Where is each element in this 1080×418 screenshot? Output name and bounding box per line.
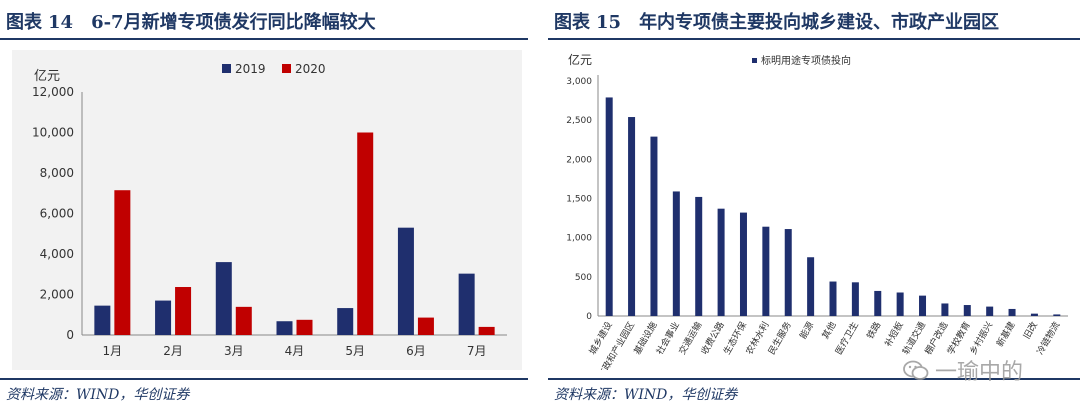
figure-title: 图表 14 6-7月新增专项债发行同比降幅较大 xyxy=(6,8,376,34)
bar xyxy=(784,229,792,316)
x-tick-label: 其他 xyxy=(819,320,838,342)
bar-2020 xyxy=(175,287,192,335)
bar-2019 xyxy=(337,308,354,335)
bar xyxy=(695,196,703,316)
bar-2019 xyxy=(155,300,172,335)
x-tick-label: 7月 xyxy=(467,344,487,358)
y-tick-label: 12,000 xyxy=(32,85,74,99)
figure-title-text: 年内专项债主要投向城乡建设、市政产业园区 xyxy=(639,12,1000,33)
figure-title: 图表 15 年内专项债主要投向城乡建设、市政产业园区 xyxy=(554,8,999,34)
bar xyxy=(963,305,971,316)
bar-2020 xyxy=(235,306,252,335)
chart-area: 亿元 0 500 1,000 1,500 2,000 2,500 3,000 城乡建设 市政和产业… xyxy=(548,50,1080,380)
x-tick-label: 补短板 xyxy=(882,320,906,349)
figure-title-label: 图表 xyxy=(554,12,590,33)
bar xyxy=(717,208,725,316)
bar xyxy=(919,295,927,316)
bar xyxy=(1008,308,1016,316)
bar xyxy=(941,303,949,316)
figure-15-panel: 图表 15 年内专项债主要投向城乡建设、市政产业园区 亿元 0 500 1,000 1,50… xyxy=(548,0,1080,418)
bar xyxy=(851,282,859,316)
bar xyxy=(762,226,770,316)
y-tick-label: 2,000 xyxy=(566,155,592,165)
x-tick-label: 能源 xyxy=(797,320,816,342)
y-tick-label: 0 xyxy=(66,328,74,342)
monthly-bond-chart: 亿元 0 2,000 4,000 6,000 8,000 10,000 12,000 1月 2月 3… xyxy=(32,62,507,358)
bar xyxy=(986,306,994,316)
legend-swatch xyxy=(282,64,291,73)
x-tick-label: 3月 xyxy=(224,344,244,358)
x-tick-label: 新基建 xyxy=(994,320,1018,349)
bar-2019 xyxy=(215,262,232,335)
y-axis-unit: 亿元 xyxy=(34,69,60,84)
legend-swatch xyxy=(752,58,757,63)
y-tick-label: 4,000 xyxy=(40,247,74,261)
x-tick-label: 4月 xyxy=(285,344,305,358)
y-tick-label: 3,000 xyxy=(566,77,592,87)
figure-14-panel: 图表 14 6-7月新增专项债发行同比降幅较大 亿元 0 2,000 4,000 6,000… xyxy=(0,0,528,418)
bar-2020 xyxy=(357,132,374,335)
bar xyxy=(739,212,747,316)
bond-usage-chart: 亿元05001,0001,5002,0002,5003,000城乡建设市政和产业… xyxy=(566,52,1068,380)
x-tick-label: 铁路 xyxy=(864,320,883,342)
bar xyxy=(1053,314,1061,316)
bar xyxy=(672,191,680,316)
y-axis-unit: 亿元 xyxy=(568,52,592,67)
y-tick-label: 10,000 xyxy=(32,126,74,140)
bar-2020 xyxy=(478,326,495,335)
bar xyxy=(605,97,613,316)
watermark: 一瑜中的 xyxy=(903,354,1023,386)
figure-title-number: 14 xyxy=(48,12,74,33)
chart-area: 亿元 0 2,000 4,000 6,000 8,000 10,000 12,000 1月 2月 3… xyxy=(12,50,522,370)
legend-label: 标明用途专项债投向 xyxy=(761,54,851,67)
source-rule xyxy=(0,378,528,380)
y-tick-label: 6,000 xyxy=(40,207,74,221)
y-tick-label: 2,500 xyxy=(566,116,592,126)
bar xyxy=(896,292,904,316)
bar-2019 xyxy=(276,321,293,335)
y-tick-label: 500 xyxy=(575,273,592,283)
legend-label: 2020 xyxy=(295,62,326,76)
y-tick-label: 1,000 xyxy=(566,234,592,244)
bar-2020 xyxy=(417,317,434,335)
y-tick-label: 0 xyxy=(586,312,592,322)
source-note: 资料来源：WIND，华创证券 xyxy=(554,387,738,403)
y-tick-label: 1,500 xyxy=(566,195,592,205)
bar xyxy=(650,136,658,316)
watermark-text: 一瑜中的 xyxy=(935,360,1024,385)
bar xyxy=(628,117,636,317)
x-tick-label: 旧改 xyxy=(1021,320,1040,342)
source-rule xyxy=(548,378,1080,380)
bar-2020 xyxy=(296,319,313,335)
title-rule xyxy=(548,38,1080,40)
figure-title-text: 6-7月新增专项债发行同比降幅较大 xyxy=(91,12,376,33)
x-tick-label: 2月 xyxy=(163,344,183,358)
bar xyxy=(807,257,815,316)
bar-2019 xyxy=(458,273,475,335)
figure-title-number: 15 xyxy=(596,12,622,33)
y-tick-label: 2,000 xyxy=(40,288,74,302)
figure-title-label: 图表 xyxy=(6,12,42,33)
x-tick-label: 1月 xyxy=(103,344,123,358)
x-tick-label: 5月 xyxy=(345,344,365,358)
bar-2019 xyxy=(94,305,111,335)
legend-label: 2019 xyxy=(235,62,266,76)
title-rule xyxy=(0,38,528,40)
bar xyxy=(1030,313,1038,316)
bar-2019 xyxy=(397,227,414,335)
wechat-icon xyxy=(903,360,929,382)
legend-swatch xyxy=(222,64,231,73)
x-tick-label: 6月 xyxy=(406,344,426,358)
bar-2020 xyxy=(114,190,131,335)
bar xyxy=(829,281,837,316)
source-note: 资料来源：WIND，华创证券 xyxy=(6,387,190,403)
y-tick-label: 8,000 xyxy=(40,166,74,180)
bar xyxy=(874,290,882,316)
